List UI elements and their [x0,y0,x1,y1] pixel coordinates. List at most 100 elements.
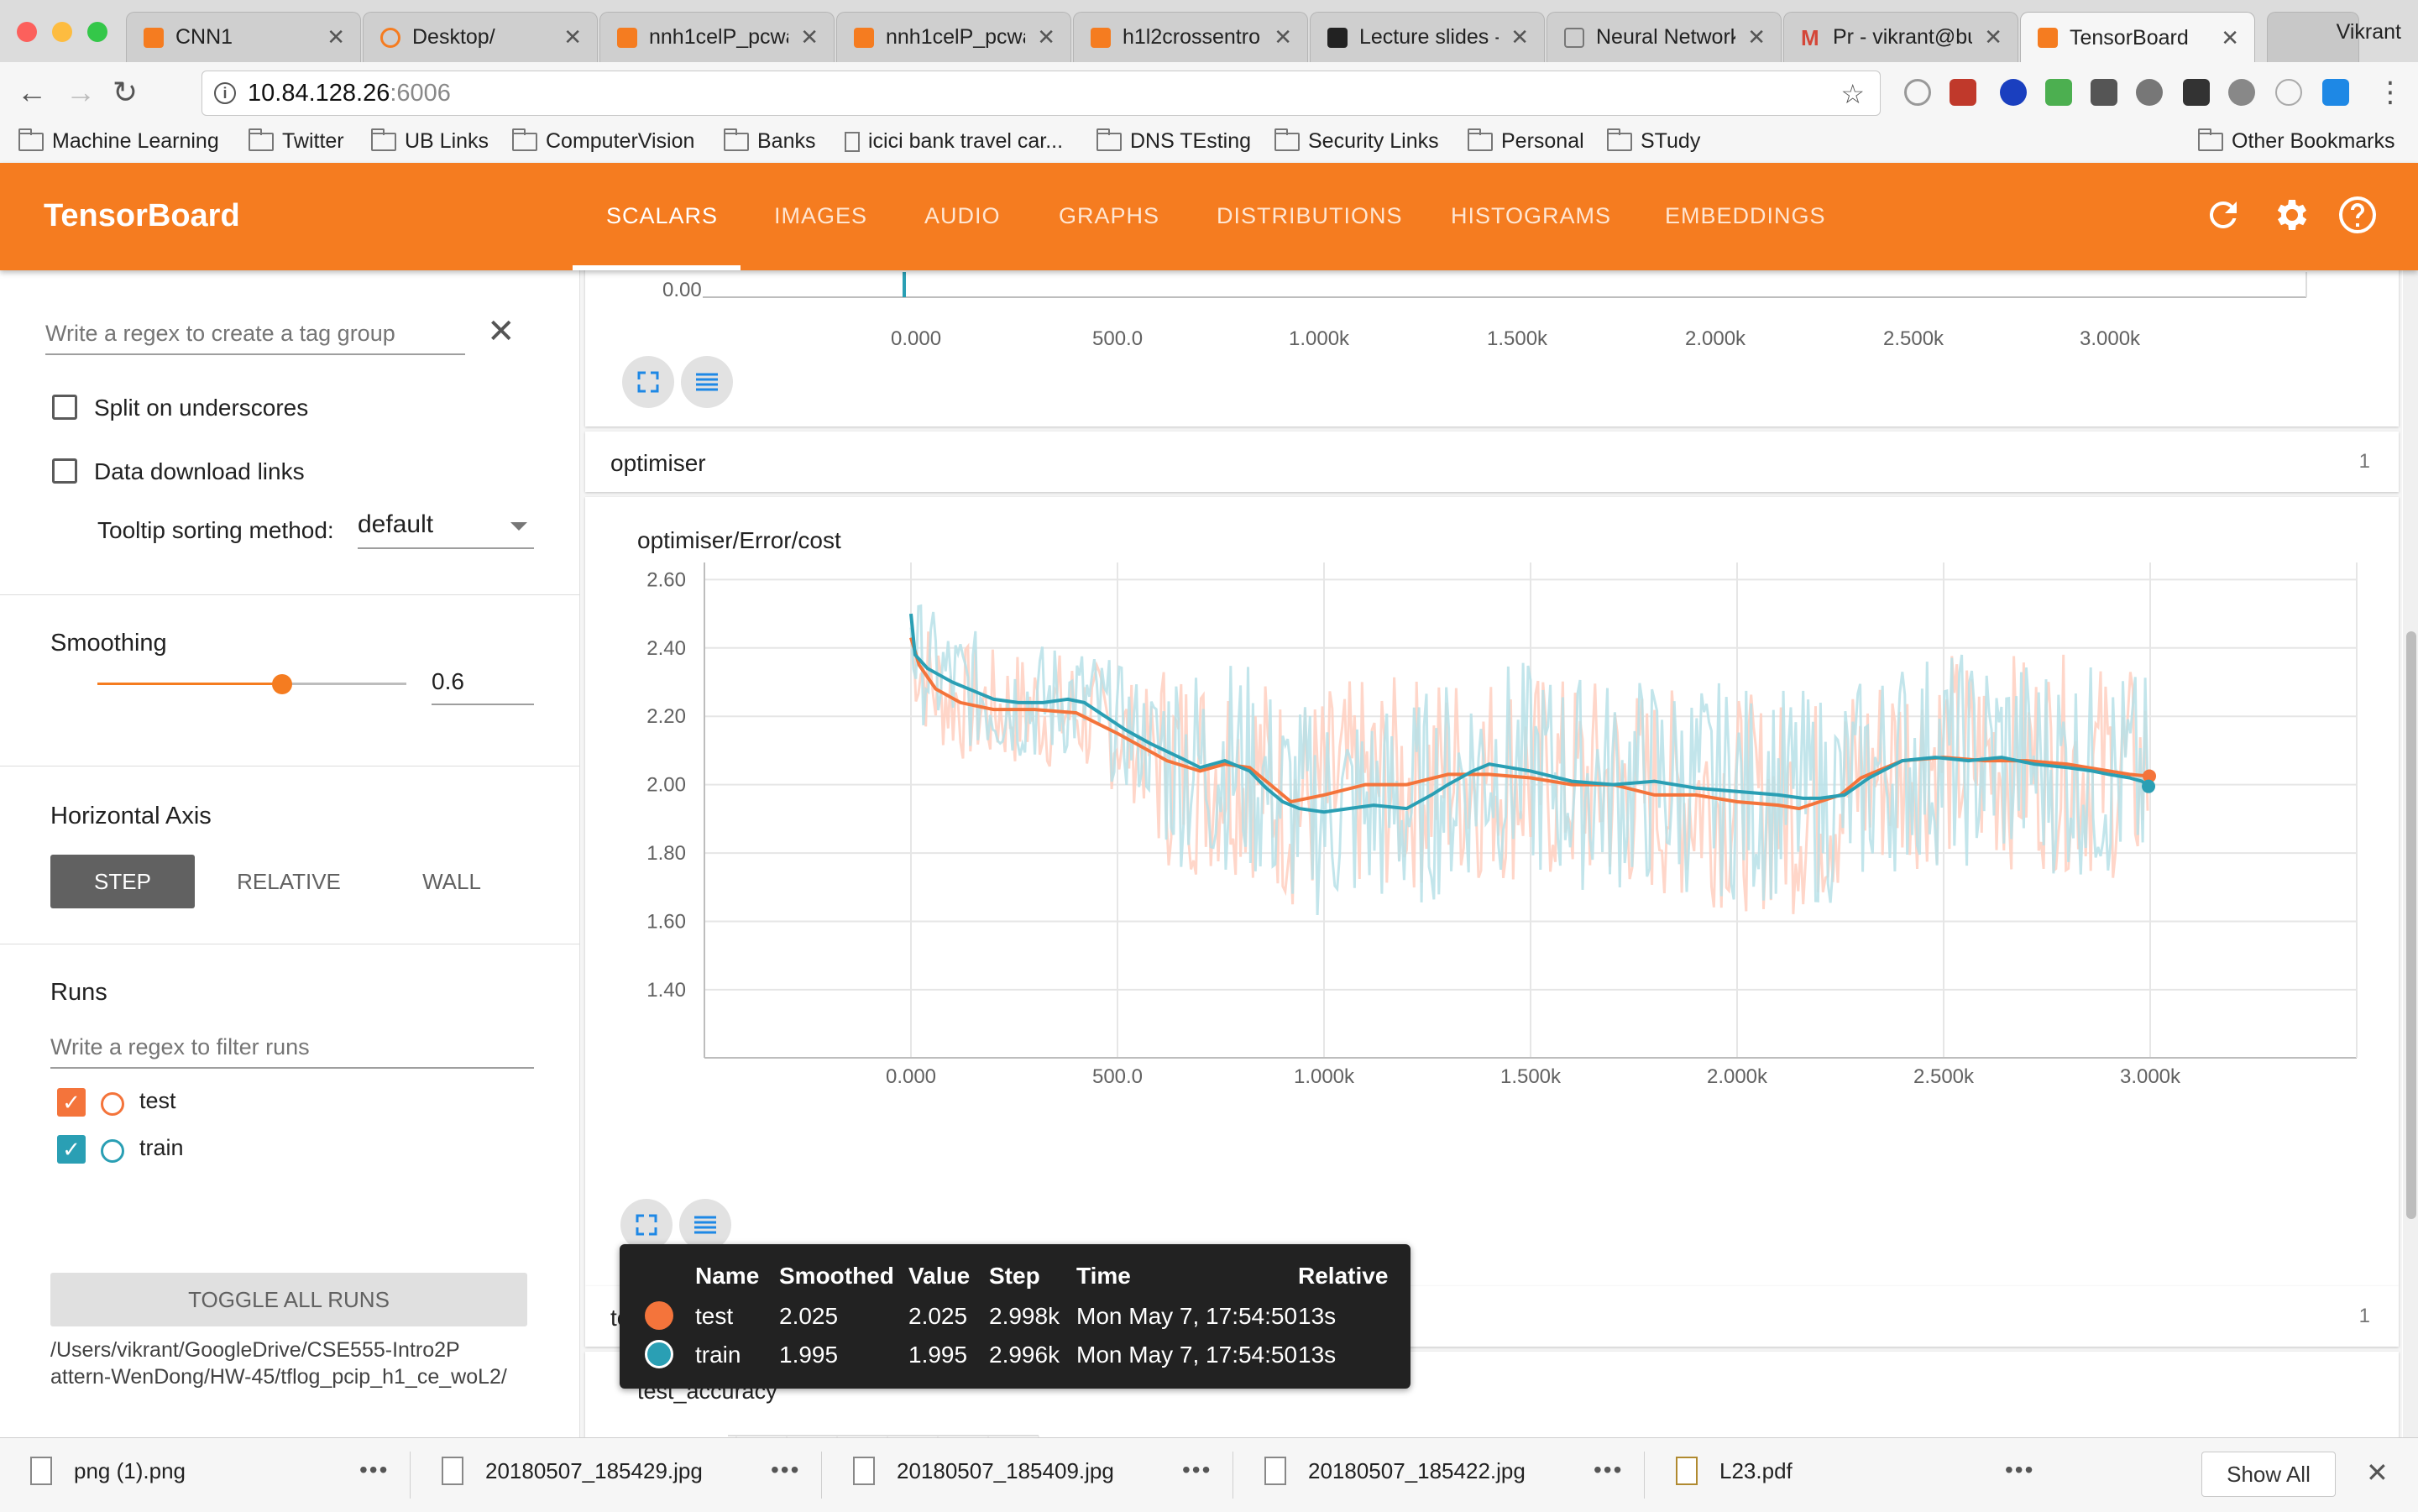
fullscreen-button[interactable] [620,1199,673,1251]
back-icon[interactable]: ← [17,75,47,109]
tab-scalars[interactable]: SCALARS [606,203,719,228]
close-icon[interactable]: ✕ [327,24,345,50]
browser-tab[interactable]: nnh1celP_pcwa ✕ [836,12,1071,62]
minimize-window-button[interactable] [52,22,72,42]
group-header-optimiser[interactable]: optimiser 1 [585,432,2399,492]
bookmark-folder[interactable]: DNS TEsting [1096,128,1251,154]
fullscreen-button[interactable] [622,356,674,408]
axis-step-button[interactable]: STEP [50,855,195,908]
reload-icon[interactable]: ↻ [113,75,139,109]
extension-icon[interactable] [2275,79,2302,106]
extension-icon[interactable] [2183,79,2210,106]
run-test-checkbox[interactable]: ✓ [57,1088,86,1117]
extension-icon[interactable] [2322,79,2349,106]
bookmark-folder[interactable]: Twitter [249,128,344,154]
bookmark-item[interactable]: icici bank travel car... [845,129,1063,154]
close-icon[interactable]: ✕ [1274,24,1292,50]
tab-images[interactable]: IMAGES [774,203,868,228]
folder-icon [249,128,274,151]
help-icon[interactable] [2337,195,2378,235]
show-all-downloads-button[interactable]: Show All [2201,1452,2336,1497]
more-icon[interactable]: ••• [1594,1457,1624,1483]
forward-icon[interactable]: → [65,75,96,109]
browser-tab[interactable]: CNN1 ✕ [126,12,361,62]
address-bar[interactable]: i 10.84.128.26 :6006 ☆ [202,71,1881,116]
browser-tab-active[interactable]: TensorBoard ✕ [2020,12,2255,63]
extension-icon[interactable] [2045,79,2072,106]
extension-icon[interactable] [1904,79,1931,106]
more-icon[interactable]: ••• [2005,1457,2035,1483]
close-icon[interactable]: ✕ [1510,24,1529,50]
extension-icon[interactable] [2228,79,2255,106]
scrollbar-thumb[interactable] [2406,631,2416,1219]
downloads-bar: png (1).png ••• 20180507_185429.jpg ••• … [0,1437,2418,1512]
axis-wall-button[interactable]: WALL [422,868,481,894]
close-icon[interactable]: ✕ [563,24,582,50]
download-links-checkbox[interactable] [52,458,77,484]
tag-regex-input[interactable]: Write a regex to create a tag group [45,321,465,355]
maximize-window-button[interactable] [87,22,107,42]
extension-icon[interactable] [1950,79,1976,106]
settings-icon[interactable] [2270,195,2311,235]
refresh-icon[interactable] [2203,195,2243,235]
download-item[interactable]: L23.pdf [1676,1457,1793,1485]
x-tick-label: 2.000k [1685,327,1746,350]
tab-audio[interactable]: AUDIO [924,203,1001,228]
toggle-log-scale-button[interactable] [681,356,733,408]
bookmark-folder[interactable]: STudy [1607,128,1700,154]
toggle-all-runs-button[interactable]: TOGGLE ALL RUNS [50,1273,527,1326]
close-icon[interactable]: ✕ [2221,24,2239,50]
browser-tab[interactable]: Neural Network ✕ [1547,12,1782,62]
split-underscores-checkbox[interactable] [52,395,77,420]
download-item[interactable]: 20180507_185409.jpg [853,1457,1114,1485]
extension-icon[interactable] [2000,79,2027,106]
close-icon[interactable]: ✕ [1037,24,1055,50]
download-item[interactable]: 20180507_185429.jpg [442,1457,703,1485]
bookmark-folder[interactable]: ComputerVision [512,128,694,154]
page-scrollbar[interactable] [2403,270,2418,1437]
more-icon[interactable]: ••• [771,1457,801,1483]
bookmark-folder[interactable]: Security Links [1274,128,1439,154]
smoothing-value-input[interactable]: 0.6 [432,668,534,705]
runs-filter-input[interactable]: Write a regex to filter runs [50,1034,534,1069]
tab-graphs[interactable]: GRAPHS [1059,203,1160,228]
download-item[interactable]: 20180507_185422.jpg [1264,1457,1526,1485]
tab-embeddings[interactable]: EMBEDDINGS [1665,203,1826,228]
browser-tab[interactable]: nnh1celP_pcwa ✕ [599,12,835,62]
more-icon[interactable]: ••• [1182,1457,1212,1483]
browser-tab[interactable]: M Pr - vikrant@bu ✕ [1783,12,2018,62]
axis-relative-button[interactable]: RELATIVE [237,868,341,894]
slider-knob[interactable] [272,674,292,694]
file-icon [853,1457,875,1485]
tab-distributions[interactable]: DISTRIBUTIONS [1217,203,1403,228]
new-tab-button[interactable] [2267,12,2359,62]
profile-name[interactable]: Vikrant [2336,20,2401,44]
bookmark-folder[interactable]: Machine Learning [18,128,219,154]
smoothing-slider[interactable] [97,672,406,697]
error-cost-chart[interactable]: 2.60 2.40 2.20 2.00 1.80 1.60 1.40 0.000 500.0 1.… [585,497,2399,1286]
info-icon[interactable]: i [214,82,236,104]
bookmark-star-icon[interactable]: ☆ [1840,79,1865,109]
bookmark-folder[interactable]: UB Links [371,128,489,154]
clear-icon[interactable]: ✕ [487,313,516,350]
browser-tab[interactable]: Desktop/ ✕ [363,12,598,62]
extension-icon[interactable] [2091,79,2117,106]
more-icon[interactable]: ••• [359,1457,390,1483]
close-icon[interactable]: ✕ [1747,24,1766,50]
toggle-log-scale-button[interactable] [679,1199,731,1251]
close-icon[interactable]: ✕ [1984,24,2002,50]
other-bookmarks[interactable]: Other Bookmarks [2198,128,2395,154]
bookmark-folder[interactable]: Banks [724,128,815,154]
close-icon[interactable]: ✕ [2366,1457,2389,1488]
browser-tab[interactable]: h1l2crossentro ✕ [1073,12,1308,62]
download-item[interactable]: png (1).png [30,1457,186,1485]
close-icon[interactable]: ✕ [800,24,819,50]
bookmark-folder[interactable]: Personal [1468,128,1584,154]
browser-tab[interactable]: Lecture slides - ✕ [1310,12,1545,62]
run-train-checkbox[interactable]: ✓ [57,1135,86,1164]
tab-histograms[interactable]: HISTOGRAMS [1451,203,1612,228]
tooltip-sorting-dropdown[interactable]: default [358,510,534,549]
close-window-button[interactable] [17,22,37,42]
extension-icon[interactable] [2136,79,2163,106]
menu-icon[interactable]: ⋮ [2376,76,2405,108]
